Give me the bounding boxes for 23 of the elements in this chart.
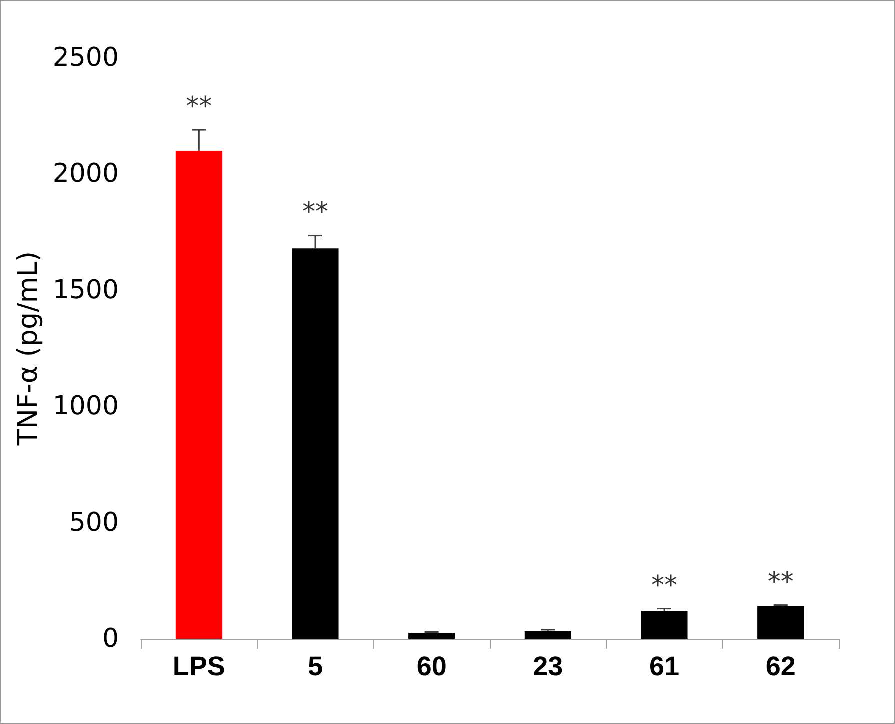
bar <box>176 150 222 639</box>
bar <box>758 606 804 639</box>
y-tick-label: 0 <box>102 624 119 654</box>
annotation: ** <box>768 567 794 598</box>
bar <box>524 631 572 639</box>
annotation: ** <box>302 197 328 228</box>
annotation: ** <box>186 92 212 122</box>
x-tick-label: LPS <box>172 652 226 682</box>
annotation: ** <box>652 570 678 601</box>
x-tick-label: 60 <box>416 652 447 682</box>
y-axis-title: TNF-α (pg/mL) <box>12 251 44 447</box>
bar <box>641 611 688 639</box>
bar <box>408 632 456 639</box>
bar <box>292 248 339 639</box>
y-tick-label: 2500 <box>52 43 119 73</box>
y-tick-label: 2000 <box>52 159 119 190</box>
y-tick-label: 500 <box>69 508 119 538</box>
x-tick-label: 61 <box>649 652 680 682</box>
y-tick-label: 1000 <box>52 392 119 422</box>
y-tick-label: 1500 <box>52 275 119 306</box>
x-tick-label: 62 <box>766 652 796 682</box>
x-tick-label: 23 <box>533 652 564 682</box>
x-tick-label: 5 <box>308 652 324 682</box>
